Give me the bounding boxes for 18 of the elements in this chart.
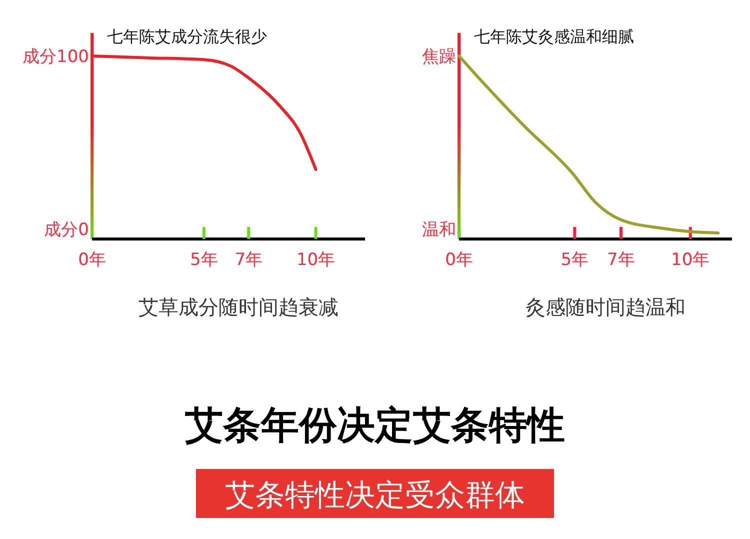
text: 艾条年份决定艾条特性 bbox=[185, 403, 565, 447]
text: 成分100 bbox=[22, 46, 89, 67]
text: 艾条特性决定受众群体 bbox=[225, 478, 525, 513]
x-tick-label: 0年 bbox=[78, 250, 106, 270]
x-tick-label: 0年 bbox=[445, 250, 473, 270]
x-axis-title: 灸感随时间趋温和 bbox=[526, 295, 686, 319]
x-tick-label: 10年 bbox=[671, 250, 710, 270]
text: 温和 bbox=[422, 220, 456, 240]
x-tick-label: 5年 bbox=[190, 250, 218, 270]
x-tick-label: 10年 bbox=[296, 250, 336, 270]
text: 成分0 bbox=[44, 220, 89, 240]
x-tick-label: 5年 bbox=[560, 250, 589, 270]
x-axis-title: 艾草成分随时间趋衰减 bbox=[138, 295, 338, 319]
chart-title: 七年陈艾灸感温和细腻 bbox=[474, 27, 634, 46]
x-tick-label: 7年 bbox=[607, 250, 635, 270]
chart-title: 七年陈艾成分流失很少 bbox=[107, 27, 267, 46]
x-tick-label: 7年 bbox=[234, 250, 263, 270]
text: 焦躁 bbox=[422, 46, 456, 67]
